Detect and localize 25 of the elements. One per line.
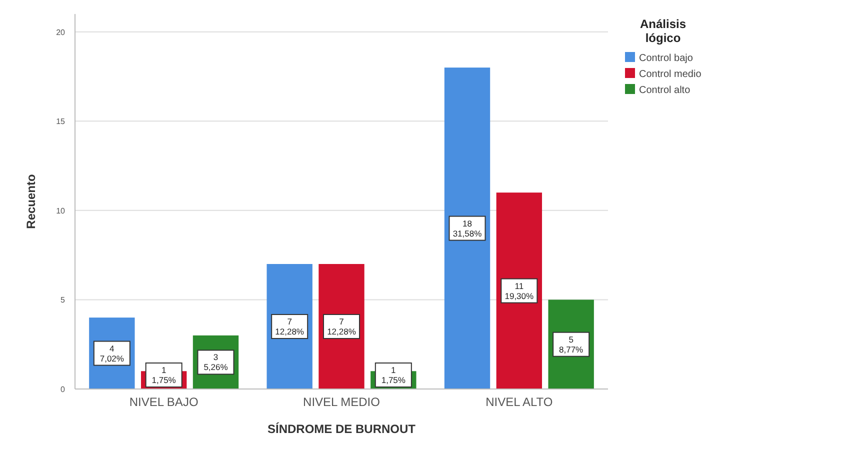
y-tick-label: 10 [56, 206, 66, 216]
y-axis-title: Recuento [24, 174, 38, 229]
x-tick-label: NIVEL ALTO [486, 395, 553, 409]
y-tick-label: 20 [56, 28, 66, 37]
data-label: 4 7,02% [100, 343, 124, 364]
legend-label: Control medio [639, 69, 702, 80]
data-label: 7 12,28% [327, 316, 356, 336]
data-label: 7 12,28% [275, 316, 304, 336]
data-label: 11 19,30% [504, 280, 534, 301]
y-tick-label: 15 [56, 117, 66, 126]
data-label: 1 1,75% [152, 365, 176, 385]
data-label: 18 31,58% [452, 218, 482, 238]
data-label: 5 8,77% [559, 334, 584, 354]
y-tick-label: 0 [60, 385, 66, 394]
bar [496, 192, 542, 389]
x-tick-label: NIVEL MEDIO [303, 395, 380, 409]
bar [444, 68, 490, 389]
x-tick-label: NIVEL BAJO [129, 395, 198, 409]
legend-label: Control alto [639, 85, 691, 96]
data-label: 1 1,75% [381, 365, 406, 385]
legend-label: Control bajo [639, 53, 694, 64]
x-axis-title: SÍNDROME DE BURNOUT [267, 422, 416, 436]
y-tick-label: 5 [60, 296, 66, 305]
legend-title: Análisis lógico [640, 17, 686, 45]
data-label: 3 5,26% [204, 352, 228, 372]
